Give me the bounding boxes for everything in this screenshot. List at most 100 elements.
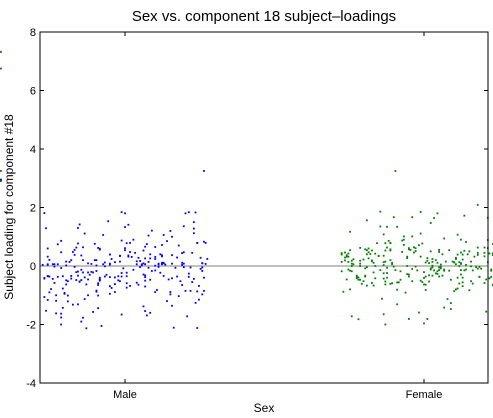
point-male	[169, 291, 172, 293]
point-female	[475, 266, 477, 269]
point-female	[386, 266, 388, 269]
point-female	[491, 283, 493, 286]
point-female	[406, 257, 409, 259]
point-male	[53, 265, 56, 268]
point-female	[360, 282, 363, 285]
point-female	[429, 268, 432, 271]
point-male	[83, 276, 86, 279]
point-female	[365, 253, 368, 256]
point-female	[371, 249, 373, 252]
point-male	[80, 268, 83, 271]
point-female	[362, 258, 365, 261]
point-female	[359, 265, 362, 267]
point-male	[150, 270, 153, 272]
point-female	[423, 322, 425, 325]
point-female	[483, 251, 486, 254]
point-female	[485, 278, 488, 281]
point-female	[404, 291, 407, 294]
point-male	[179, 280, 182, 283]
point-female	[0, 170, 2, 172]
point-female	[424, 261, 427, 264]
point-male	[88, 273, 91, 276]
point-female	[429, 250, 432, 253]
point-female	[448, 249, 451, 252]
point-male	[154, 264, 157, 267]
point-female	[349, 230, 351, 233]
point-male	[87, 278, 89, 281]
point-female	[418, 311, 420, 314]
point-female	[365, 266, 368, 269]
point-male	[127, 254, 130, 257]
point-male	[182, 225, 185, 228]
point-male	[87, 262, 89, 265]
point-female	[402, 235, 405, 238]
point-female	[419, 255, 422, 258]
point-female	[453, 290, 456, 293]
point-female	[349, 249, 351, 252]
point-female	[460, 251, 462, 254]
point-female	[466, 253, 469, 256]
point-male	[97, 307, 100, 310]
point-male	[191, 281, 194, 283]
point-male	[129, 284, 131, 287]
point-male	[144, 245, 147, 248]
point-male	[159, 253, 162, 256]
point-male	[182, 251, 185, 254]
point-male	[98, 247, 101, 250]
point-female	[350, 262, 353, 265]
point-male	[77, 303, 79, 306]
point-female	[381, 297, 383, 300]
point-female	[399, 270, 402, 273]
point-male	[203, 240, 205, 243]
point-male	[114, 261, 116, 264]
point-male	[132, 238, 135, 241]
point-female	[436, 212, 439, 215]
point-male	[43, 277, 46, 280]
point-male	[124, 226, 126, 228]
point-male	[105, 273, 108, 276]
point-male	[142, 249, 145, 252]
point-female	[402, 244, 405, 246]
point-male	[145, 243, 148, 245]
y-tick-label: -4	[26, 378, 36, 390]
point-female	[461, 285, 464, 288]
point-male	[77, 227, 79, 229]
point-male	[171, 262, 173, 265]
point-female	[446, 298, 449, 300]
point-female	[455, 258, 457, 260]
point-female	[471, 269, 474, 272]
point-female	[364, 274, 367, 277]
point-female	[384, 323, 387, 326]
point-female	[342, 290, 345, 293]
point-female	[359, 259, 362, 262]
point-male	[117, 275, 120, 278]
point-female	[491, 252, 493, 255]
point-male	[125, 286, 128, 289]
point-male	[139, 266, 142, 269]
point-male	[97, 282, 100, 285]
point-male	[162, 234, 165, 236]
point-female	[456, 276, 459, 279]
point-male	[159, 271, 162, 274]
point-female	[414, 265, 417, 268]
point-male	[100, 325, 103, 327]
point-male	[98, 278, 101, 281]
point-male	[140, 264, 143, 267]
point-male	[161, 255, 163, 258]
point-female	[438, 266, 441, 269]
point-male	[192, 277, 195, 280]
point-male	[51, 277, 54, 280]
point-female	[377, 254, 380, 257]
point-female	[460, 269, 462, 271]
point-female	[340, 253, 343, 256]
point-female	[345, 255, 348, 258]
point-male	[77, 242, 79, 245]
point-male	[187, 211, 190, 214]
point-male	[75, 246, 78, 249]
point-male	[60, 251, 63, 254]
point-female	[394, 170, 397, 172]
point-female	[364, 267, 367, 270]
point-female	[443, 306, 446, 309]
point-female	[433, 269, 435, 272]
point-female	[350, 259, 353, 262]
